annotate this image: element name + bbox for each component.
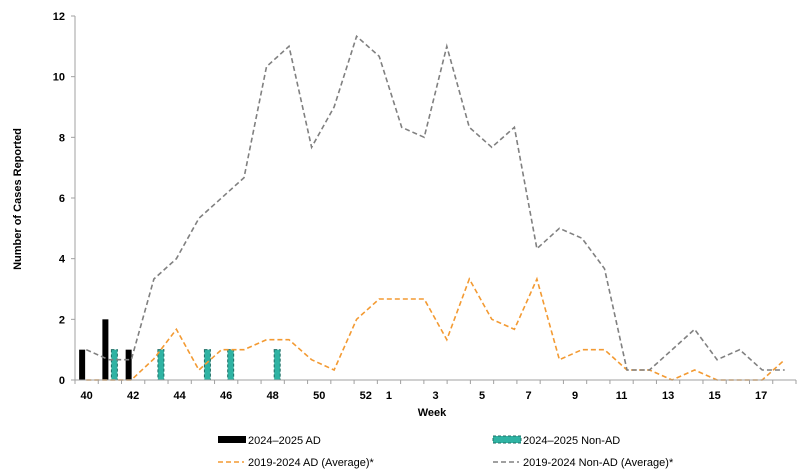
y-tick-label: 6 [59, 193, 65, 205]
x-tick-label: 7 [525, 390, 531, 402]
lines-layer [85, 34, 786, 381]
legend-label: 2019-2024 Non-AD (Average)* [523, 457, 674, 469]
x-tick-label: 11 [616, 390, 628, 402]
bar [157, 349, 165, 381]
x-tick-label: 1 [386, 390, 392, 402]
x-tick-label: 15 [708, 390, 720, 402]
legend-swatch [218, 436, 246, 443]
bar [227, 349, 235, 381]
y-tick-label: 10 [53, 72, 65, 84]
series-line [86, 276, 786, 381]
y-tick-label: 0 [59, 375, 65, 387]
bar [125, 349, 132, 380]
y-tick-label: 8 [59, 132, 65, 144]
bar [203, 349, 211, 381]
y-tick-label: 12 [53, 11, 65, 23]
x-tick-label: 5 [479, 390, 485, 402]
bar [102, 319, 109, 380]
x-tick-label: 9 [572, 390, 578, 402]
legend-label: 2024–2025 Non-AD [523, 435, 620, 447]
x-tick-label: 42 [127, 390, 139, 402]
bar [273, 349, 281, 381]
legend-swatch [492, 435, 522, 444]
x-axis-title: Week [418, 407, 447, 419]
x-tick-label: 40 [81, 390, 93, 402]
x-tick-label: 3 [432, 390, 438, 402]
bar [79, 349, 86, 380]
y-tick-label: 2 [59, 314, 65, 326]
x-tick-label: 50 [313, 390, 325, 402]
x-tick-label: 44 [174, 390, 187, 402]
x-tick-label: 13 [662, 390, 674, 402]
x-tick-label: 48 [267, 390, 279, 402]
legend-label: 2019-2024 AD (Average)* [248, 457, 374, 469]
x-tick-label: 52 [360, 390, 372, 402]
y-tick-label: 4 [59, 254, 66, 266]
bars-layer [79, 319, 281, 381]
legend-label: 2024–2025 AD [248, 435, 321, 447]
x-tick-label: 46 [220, 390, 232, 402]
legend: 2024–2025 AD 2024–2025 Non-AD 2019-2024 AD… [218, 435, 674, 469]
y-axis-title: Number of Cases Reported [12, 128, 24, 270]
x-tick-label: 17 [755, 390, 767, 402]
bar [110, 349, 118, 381]
series-line [85, 34, 785, 371]
